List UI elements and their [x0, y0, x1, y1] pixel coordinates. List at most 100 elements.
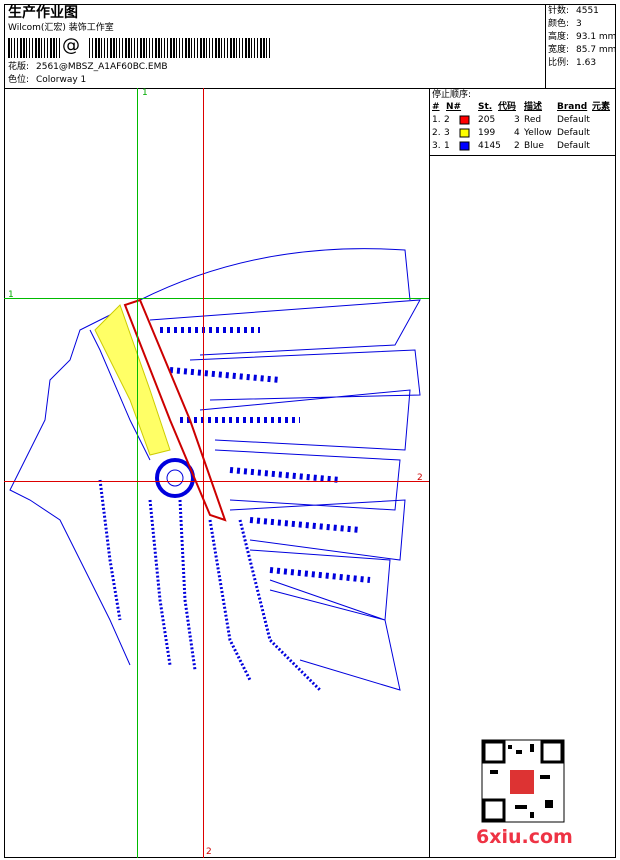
info-label: 宽度: — [548, 45, 570, 55]
bar — [101, 38, 102, 58]
swatch-blue — [459, 141, 470, 151]
bar — [44, 38, 45, 58]
bar — [14, 38, 15, 58]
table-cell: 2 — [444, 115, 450, 125]
bar — [200, 38, 202, 58]
bar — [149, 38, 150, 58]
embroidery-design — [9, 248, 421, 692]
bar — [32, 38, 33, 58]
bar — [215, 38, 217, 58]
bar — [194, 38, 195, 58]
bar — [185, 38, 187, 58]
bar — [257, 38, 258, 58]
border — [4, 4, 616, 858]
table-cell: 1. — [432, 115, 441, 125]
column-header: # — [432, 102, 440, 112]
table-cell: Yellow — [524, 128, 552, 138]
bar — [113, 38, 115, 58]
bar — [137, 38, 138, 58]
bar — [182, 38, 183, 58]
bar — [176, 38, 177, 58]
bar — [35, 38, 37, 58]
bar — [254, 38, 255, 58]
table-cell: Default — [557, 115, 590, 125]
bar — [92, 38, 93, 58]
stop-title: 停止顺序: — [432, 90, 472, 100]
bar — [146, 38, 147, 58]
yellow-band — [94, 304, 171, 456]
bar — [152, 38, 153, 58]
barcode-mark: @ — [62, 35, 80, 56]
bar — [131, 38, 132, 58]
bar — [221, 38, 222, 58]
info-label: 颜色: — [548, 19, 570, 29]
bar — [122, 38, 123, 58]
bar — [26, 38, 27, 58]
table-cell: 4145 — [478, 141, 501, 151]
bar — [245, 38, 247, 58]
bar — [134, 38, 135, 58]
bar — [260, 38, 262, 58]
info-label: 高度: — [548, 32, 570, 42]
axis-label: 1 — [8, 290, 14, 300]
bar — [173, 38, 175, 58]
colorway: Colorway 1 — [36, 75, 87, 85]
info-value: 4551 — [576, 6, 599, 16]
bar — [158, 38, 160, 58]
bar — [38, 38, 40, 58]
bar — [167, 38, 168, 58]
design-label: 花版: — [8, 62, 30, 72]
bar — [143, 38, 145, 58]
colorway-label: 色位: — [8, 75, 30, 85]
bar — [89, 38, 90, 58]
info-value: 1.63 — [576, 58, 597, 68]
design: 2561@MBSZ_A1AF60BC.EMB — [36, 62, 168, 72]
table-cell: 3. — [432, 141, 441, 151]
column-header: 元素 — [592, 102, 611, 112]
info-value: 3 — [576, 19, 582, 29]
bar — [230, 38, 232, 58]
info-label: 针数: — [548, 6, 570, 16]
watermark: 6xiu.com — [476, 826, 573, 848]
table-cell: 4 — [514, 128, 520, 138]
bar — [269, 38, 270, 58]
bar — [20, 38, 22, 58]
bar — [218, 38, 220, 58]
swatch-yellow — [459, 128, 470, 138]
axis-label: 2 — [417, 473, 423, 483]
bar — [236, 38, 237, 58]
bar — [11, 38, 12, 58]
bar — [227, 38, 228, 58]
bar — [53, 38, 55, 58]
info-value: 85.7 mm — [576, 45, 617, 55]
bar — [56, 38, 57, 58]
bar — [47, 38, 48, 58]
bar — [191, 38, 192, 58]
bar — [188, 38, 190, 58]
column-header: 描述 — [524, 102, 543, 112]
title: 生产作业图 — [8, 5, 78, 21]
table-cell: 3 — [444, 128, 450, 138]
company: Wilcom(汇宏) 装饰工作室 — [8, 23, 114, 33]
bar — [41, 38, 42, 58]
table-cell: Red — [524, 115, 542, 125]
column-header: St. — [478, 102, 493, 112]
bar — [164, 38, 165, 58]
bar — [248, 38, 250, 58]
column-header: Brand — [557, 102, 588, 112]
bar — [140, 38, 142, 58]
bar — [98, 38, 100, 58]
bar — [128, 38, 130, 58]
bar — [95, 38, 97, 58]
bar — [50, 38, 52, 58]
bar — [266, 38, 267, 58]
column-header: 代码 — [498, 102, 517, 112]
bar — [23, 38, 25, 58]
bar — [233, 38, 235, 58]
swatch-red — [459, 115, 470, 125]
bar — [179, 38, 180, 58]
table-cell: 205 — [478, 115, 496, 125]
bar — [104, 38, 105, 58]
bar — [263, 38, 265, 58]
